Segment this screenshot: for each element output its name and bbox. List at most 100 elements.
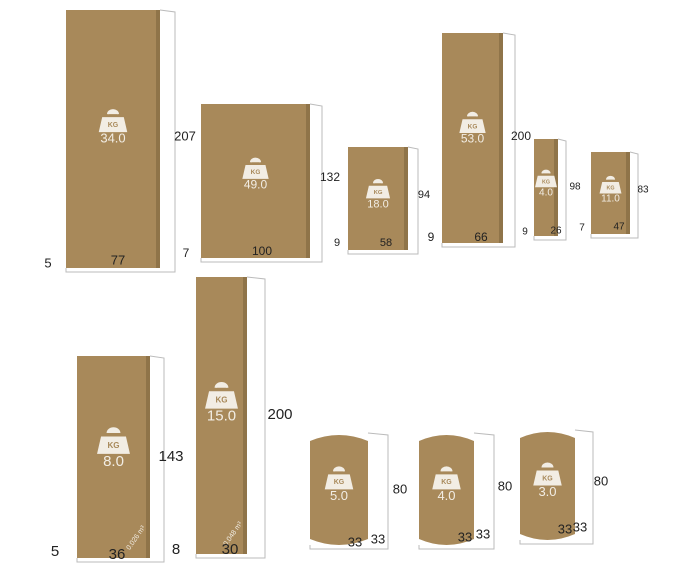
weight: 15.0 — [207, 408, 236, 425]
product: KG 5.0 80 33 33 — [309, 432, 407, 550]
kettlebell-icon — [459, 111, 486, 134]
kettlebell-icon — [533, 462, 562, 486]
kettlebell-icon — [205, 382, 238, 409]
weight: 18.0 — [367, 198, 388, 210]
box-outline — [200, 103, 323, 263]
icon-label: KG — [251, 169, 261, 176]
depth-label: 9 — [334, 237, 340, 249]
box — [201, 104, 310, 258]
depth-label: 7 — [579, 223, 585, 234]
weight: 5.0 — [330, 488, 348, 503]
height-label: 200 — [267, 406, 292, 423]
depth-label: 8 — [172, 541, 180, 558]
icon-label: KG — [108, 122, 119, 129]
kettlebell-icon — [599, 175, 622, 194]
width-label: 26 — [550, 226, 562, 237]
weight: 53.0 — [461, 132, 485, 146]
height-label: 200 — [511, 129, 531, 143]
box-outline — [441, 32, 516, 248]
width-label: 33 — [348, 534, 362, 549]
weight: 11.0 — [601, 194, 620, 205]
weight: 4.0 — [437, 488, 455, 503]
height-label: 207 — [174, 128, 196, 143]
box-outline — [195, 276, 266, 559]
width-label: 47 — [613, 222, 625, 233]
depth-label: 5 — [51, 543, 59, 560]
kettlebell-icon — [98, 109, 128, 133]
width-label: 77 — [111, 252, 125, 267]
cylinder — [520, 432, 575, 540]
height-label: 80 — [498, 478, 512, 493]
icon-label: KG — [542, 475, 553, 482]
box — [442, 33, 503, 243]
weight: 3.0 — [538, 484, 556, 499]
box-shade — [306, 104, 310, 258]
depth-label: 33 — [371, 531, 385, 546]
box-outline — [418, 432, 495, 550]
product: KG 3.0 80 33 33 — [519, 429, 608, 545]
weight: 49.0 — [244, 177, 268, 191]
box-outline — [76, 355, 165, 563]
box-shade — [626, 152, 630, 234]
icon-label: KG — [606, 186, 614, 192]
kettlebell-icon — [242, 157, 269, 179]
weight: 4.0 — [539, 187, 553, 198]
depth-label: 9 — [428, 230, 435, 244]
height-label: 94 — [418, 189, 430, 201]
depth-label: 5 — [44, 255, 51, 270]
product: KG 34.0 207 77 5 — [44, 9, 196, 273]
box-outline — [309, 432, 389, 550]
box — [348, 147, 408, 250]
kettlebell-icon — [97, 427, 130, 454]
height-label: 83 — [637, 185, 649, 196]
icon-label: KG — [542, 179, 550, 185]
height-label: 143 — [158, 448, 183, 465]
weight: 8.0 — [103, 453, 124, 470]
depth-label: 9 — [522, 227, 528, 238]
kettlebell-icon — [535, 169, 557, 188]
width-label: 58 — [380, 237, 392, 249]
icon-label: KG — [374, 190, 383, 196]
product: KG 53.0 200 66 9 — [428, 32, 531, 248]
depth-label: 33 — [476, 526, 490, 541]
width-label: 36 — [109, 546, 126, 563]
box-shade — [146, 356, 150, 558]
icon-label: KG — [441, 479, 452, 486]
width-label: 30 — [222, 541, 239, 558]
depth-label: 7 — [183, 246, 190, 260]
box — [77, 356, 150, 558]
height-label: 98 — [569, 182, 581, 193]
icon-label: KG — [215, 396, 227, 405]
box-shade — [156, 10, 160, 268]
cylinder — [310, 435, 368, 545]
box-shade — [554, 139, 558, 236]
width-label: 33 — [458, 529, 472, 544]
icon-label: KG — [107, 441, 119, 450]
width-label: 66 — [474, 230, 488, 244]
product: KG 18.0 94 58 9 — [334, 146, 430, 255]
box-shade — [404, 147, 408, 250]
box-outline — [347, 146, 419, 255]
product: KG 4.0 80 33 33 — [418, 432, 512, 550]
icon-label: KG — [468, 123, 478, 130]
box — [196, 277, 247, 554]
height-label: 80 — [393, 481, 407, 496]
box-outline — [590, 151, 639, 239]
kettlebell-icon — [432, 466, 461, 490]
box — [66, 10, 160, 268]
height-label: 132 — [320, 170, 340, 184]
width-label: 100 — [252, 244, 272, 258]
cylinder — [419, 435, 474, 545]
box-outline — [533, 138, 567, 241]
icon-label: KG — [334, 479, 345, 486]
weight: 34.0 — [100, 131, 125, 146]
product: KG 11.0 83 47 7 — [579, 151, 649, 239]
width-label: 33 — [558, 521, 572, 536]
box-shade — [499, 33, 503, 243]
box-outline — [65, 9, 176, 273]
height-label: 80 — [594, 473, 608, 488]
product: KG 4.0 98 26 9 — [522, 138, 581, 241]
